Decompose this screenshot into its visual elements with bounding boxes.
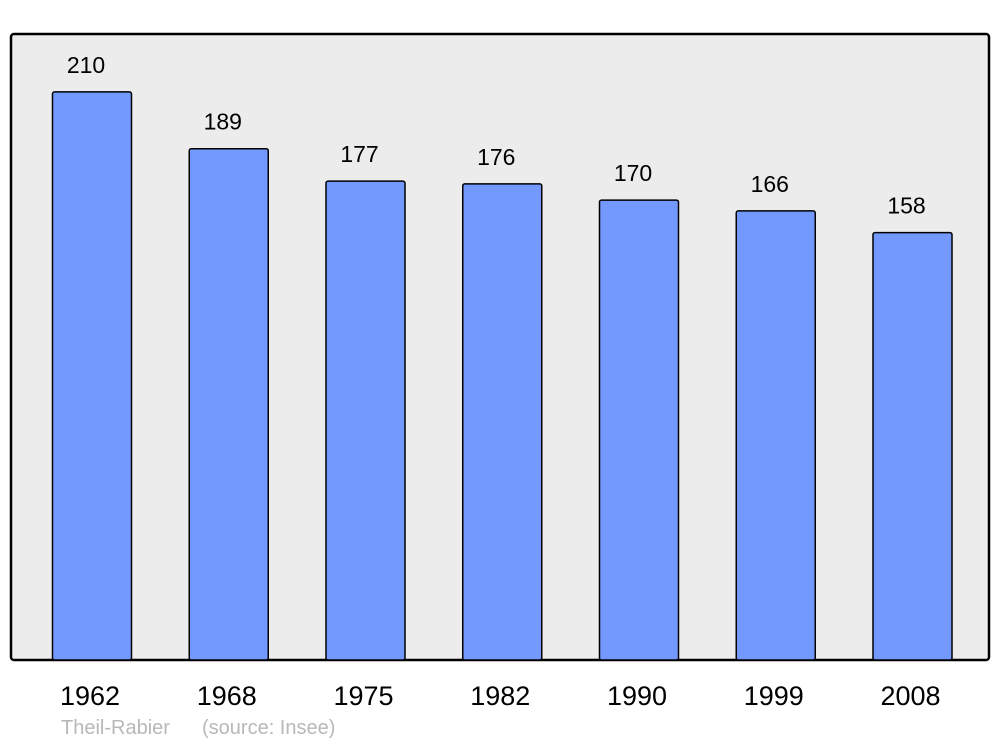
bar-1968 xyxy=(188,147,269,661)
data-label-1968: 189 xyxy=(204,109,242,135)
footer-place: Theil-Rabier xyxy=(61,717,170,739)
x-tick-label-1962: 1962 xyxy=(60,681,120,711)
data-label-1975: 177 xyxy=(340,141,378,167)
data-label-2008: 158 xyxy=(887,193,925,219)
bar-1990 xyxy=(598,199,680,661)
bar-1999 xyxy=(735,210,816,661)
data-label-1982: 176 xyxy=(477,144,515,170)
x-tick-label-1968: 1968 xyxy=(197,681,257,711)
bar-1982 xyxy=(462,183,543,661)
x-tick-label-1999: 1999 xyxy=(744,681,804,711)
data-label-1999: 166 xyxy=(751,171,789,197)
x-tick-label-1982: 1982 xyxy=(470,681,530,711)
x-tick-label-1990: 1990 xyxy=(607,681,667,711)
footer-source: (source: Insee) xyxy=(202,717,336,739)
bar-1975 xyxy=(325,180,406,661)
x-tick-label-2008: 2008 xyxy=(880,681,940,711)
x-tick-label-1975: 1975 xyxy=(333,681,393,711)
data-label-1962: 210 xyxy=(67,52,105,78)
bar-2008 xyxy=(872,231,953,661)
data-label-1990: 170 xyxy=(614,160,652,186)
bar-1962 xyxy=(51,91,133,661)
